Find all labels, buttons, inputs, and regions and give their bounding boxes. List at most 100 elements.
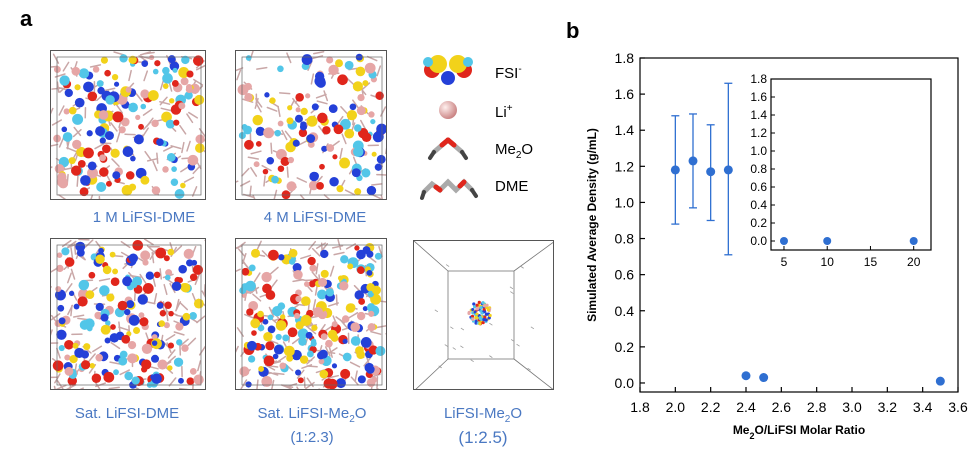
atom: [173, 357, 184, 367]
atom: [237, 84, 249, 96]
solvent-molecule: [95, 382, 101, 389]
solvent-molecule: [306, 365, 318, 368]
atom: [275, 333, 282, 341]
atom: [152, 68, 159, 75]
atom: [125, 171, 135, 180]
atom: [133, 134, 144, 145]
solvent-molecule: [167, 349, 176, 359]
atom: [170, 178, 179, 186]
atom: [300, 121, 307, 128]
atom: [68, 106, 77, 115]
solvent-molecule: [143, 51, 155, 55]
solvent-molecule: [67, 272, 72, 284]
solvent-molecule: [163, 145, 174, 152]
atom: [151, 340, 158, 346]
cluster-atom: [475, 312, 479, 316]
atom: [337, 275, 344, 281]
atom: [337, 74, 348, 86]
solvent-molecule: [380, 106, 386, 117]
x-tick-label: 2.6: [772, 399, 792, 415]
atom: [71, 165, 82, 176]
atom: [195, 134, 205, 144]
atom: [183, 248, 194, 259]
atom: [140, 175, 150, 185]
atom: [319, 369, 329, 379]
solvent-molecule: [187, 337, 197, 347]
caption-1m-dme: 1 M LiFSI-DME: [92, 209, 196, 226]
solvent-molecule: [178, 387, 190, 389]
solvent-molecule: [307, 326, 317, 335]
atom: [80, 360, 91, 370]
atom: [145, 271, 154, 280]
atom: [250, 318, 261, 329]
atom: [99, 285, 110, 296]
atom: [176, 339, 183, 346]
solvent-molecule: [266, 106, 278, 112]
atom: [99, 154, 107, 162]
atom: [159, 310, 167, 317]
atom: [246, 308, 254, 316]
atom: [155, 247, 167, 259]
atom: [78, 68, 90, 79]
cluster-atom: [471, 307, 475, 312]
atom: [104, 337, 111, 344]
solvent-molecule: [378, 245, 383, 257]
solvent-molecule: [308, 240, 317, 251]
solvent-molecule: [89, 64, 102, 68]
atom: [112, 171, 121, 180]
atom: [239, 287, 247, 295]
atom: [295, 369, 302, 376]
atom: [186, 377, 195, 385]
inset-data-point: [823, 237, 832, 245]
cell-outline: [241, 244, 383, 386]
solvent-molecule: [276, 355, 287, 363]
solvent-molecule: [327, 347, 338, 355]
solvent-molecule: [160, 107, 172, 112]
solvent-molecule: [310, 73, 315, 85]
panel-b-label: b: [566, 18, 580, 43]
solvent-molecule: [445, 264, 450, 267]
atom: [248, 355, 256, 363]
atom: [142, 283, 154, 294]
sim-box-sat-me2o: [235, 238, 387, 390]
y-tick-label: 1.8: [615, 50, 635, 66]
atom: [257, 310, 264, 318]
cluster-atom: [467, 310, 471, 315]
atom: [311, 324, 318, 332]
solvent-molecule: [51, 312, 61, 321]
inset-y-tick-label: 0.2: [750, 216, 767, 230]
atom: [83, 81, 94, 93]
solvent-molecule: [111, 158, 120, 167]
atom: [263, 127, 275, 139]
solvent-molecule: [354, 370, 358, 382]
solvent-molecule: [271, 379, 275, 389]
atom: [345, 303, 356, 313]
solvent-molecule: [142, 127, 149, 138]
solvent-molecule: [236, 345, 239, 353]
solvent-molecule: [179, 301, 189, 311]
atom: [318, 277, 328, 287]
atom: [151, 354, 160, 363]
atom: [294, 114, 303, 123]
atom: [120, 117, 130, 127]
atom: [189, 312, 197, 320]
atom: [314, 71, 325, 82]
solvent-molecule: [53, 385, 56, 389]
solvent-molecule: [270, 279, 278, 289]
atom: [332, 154, 338, 160]
atom: [375, 345, 386, 356]
atom: [354, 245, 360, 251]
x-tick-label: 2.4: [736, 399, 756, 415]
atom: [68, 157, 76, 165]
inset-x-tick-label: 20: [907, 255, 921, 269]
solvent-molecule: [66, 384, 77, 389]
atom: [272, 305, 283, 317]
solvent-molecule: [337, 239, 342, 251]
sim-render-sat-me2o: [236, 239, 386, 389]
solvent-molecule: [284, 130, 293, 140]
atom: [166, 152, 176, 162]
y-axis: 0.0 0.2 0.4 0.6 0.8 1.0 1.2 1.4 1.6 1.8: [615, 50, 645, 391]
inset-data-point: [909, 237, 918, 245]
atom: [118, 356, 128, 366]
atom: [286, 117, 294, 125]
